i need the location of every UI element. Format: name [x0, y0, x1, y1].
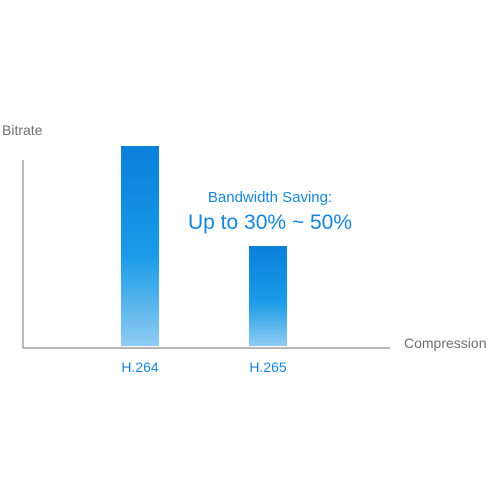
annotation-line-1: Bandwidth Saving: [208, 189, 332, 206]
x-tick-label: H.265 [249, 359, 287, 375]
bar-h265 [249, 246, 287, 346]
annotation-line-2: Up to 30% ~ 50% [188, 211, 352, 234]
x-tick-label: H.264 [121, 359, 159, 375]
y-axis-label: Bitrate [2, 122, 43, 138]
bar-h264 [121, 146, 159, 346]
x-axis-label: Compression [404, 335, 486, 351]
